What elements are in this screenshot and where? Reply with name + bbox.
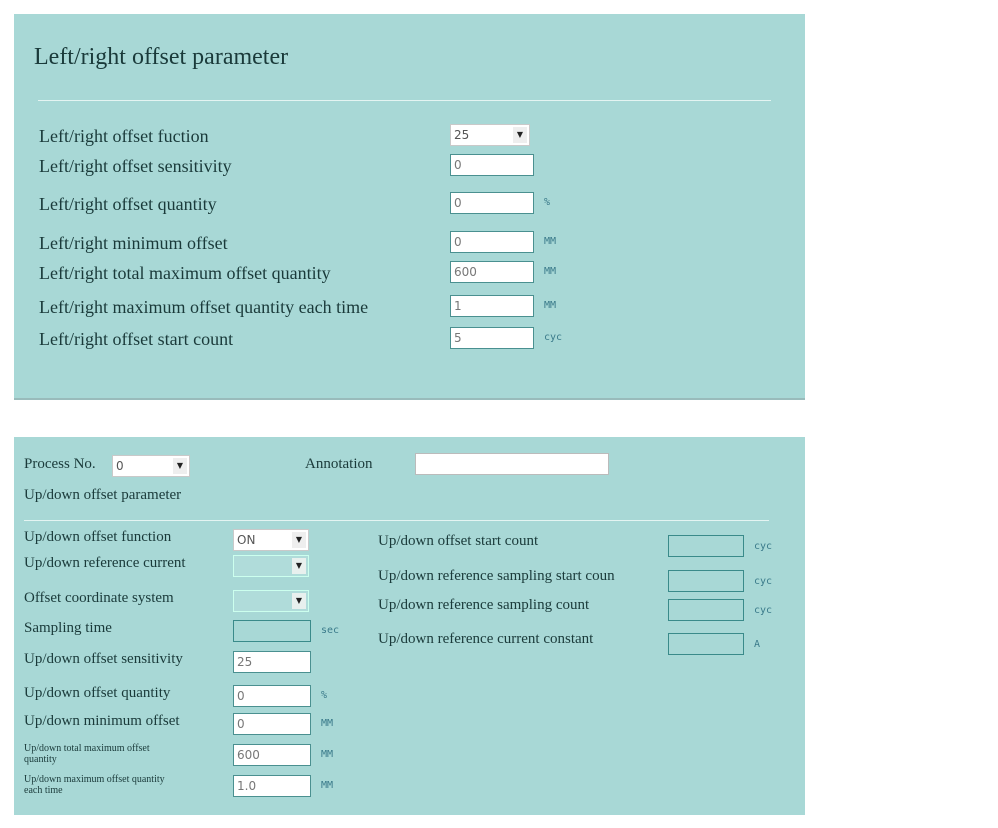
field-label: Left/right offset start count — [39, 329, 234, 349]
unit-label: MM — [544, 236, 557, 247]
field-label: Up/down reference current constant — [378, 631, 594, 647]
value-input[interactable]: 0 — [450, 192, 534, 214]
panel-title: Left/right offset parameter — [34, 44, 289, 70]
field-label: Left/right offset quantity — [39, 194, 217, 214]
field-label: Up/down offset function — [24, 529, 172, 545]
value-input[interactable]: 1.0 — [233, 775, 311, 797]
unit-label: cyc — [754, 576, 773, 587]
field-label: Up/down offset quantity — [24, 685, 171, 701]
value-input[interactable]: 600 — [233, 744, 311, 766]
field-label: Left/right offset sensitivity — [39, 156, 232, 176]
unit-label: MM — [321, 749, 334, 760]
process-no-select[interactable]: 0 ▼ — [112, 455, 190, 477]
process-no-label: Process No. — [24, 456, 96, 472]
chevron-down-icon: ▼ — [292, 558, 306, 574]
divider — [24, 520, 769, 521]
unit-label: cyc — [544, 332, 563, 343]
field-label: Left/right total maximum offset quantity — [39, 263, 331, 283]
section-title: Up/down offset parameter — [24, 487, 182, 503]
dropdown-select[interactable]: ON ▼ — [233, 529, 309, 551]
unit-label: sec — [321, 625, 340, 636]
value-input[interactable]: 0 — [450, 154, 534, 176]
select-value: 25 — [454, 128, 470, 142]
unit-label: % — [544, 197, 551, 208]
unit-label: MM — [544, 266, 557, 277]
annotation-input[interactable] — [415, 453, 609, 475]
value-input[interactable]: 600 — [450, 261, 534, 283]
field-label: Sampling time — [24, 620, 112, 636]
chevron-down-icon: ▼ — [292, 532, 306, 548]
value-input[interactable] — [668, 599, 744, 621]
field-label: Up/down maximum offset quantity each tim… — [24, 774, 165, 796]
value-input[interactable]: 0 — [233, 685, 311, 707]
dropdown-select[interactable]: 25 ▼ — [450, 124, 530, 146]
chevron-down-icon: ▼ — [173, 458, 187, 474]
unit-label: A — [754, 639, 761, 650]
unit-label: cyc — [754, 605, 773, 616]
select-value: ON — [237, 533, 256, 547]
value-input[interactable]: 25 — [233, 651, 311, 673]
field-label: Left/right offset fuction — [39, 126, 209, 146]
value-input[interactable] — [668, 570, 744, 592]
field-label: Up/down reference sampling start coun — [378, 568, 615, 584]
chevron-down-icon: ▼ — [292, 593, 306, 609]
value-input[interactable]: 5 — [450, 327, 534, 349]
field-label: Up/down reference sampling count — [378, 597, 590, 613]
value-input[interactable] — [668, 633, 744, 655]
up-down-offset-panel: Process No. 0 ▼ Annotation Up/down offset… — [14, 437, 805, 815]
field-label: Up/down total maximum offset quantity — [24, 743, 150, 765]
unit-label: MM — [321, 780, 334, 791]
unit-label: % — [321, 690, 328, 701]
value-input[interactable]: 0 — [450, 231, 534, 253]
left-right-offset-panel: Left/right offset parameter Left/right o… — [14, 14, 805, 400]
dropdown-select[interactable]: ▼ — [233, 590, 309, 612]
unit-label: cyc — [754, 541, 773, 552]
field-label: Left/right minimum offset — [39, 233, 228, 253]
field-label: Left/right maximum offset quantity each … — [39, 297, 369, 317]
annotation-label: Annotation — [305, 456, 373, 472]
unit-label: MM — [544, 300, 557, 311]
unit-label: MM — [321, 718, 334, 729]
value-input[interactable] — [233, 620, 311, 642]
dropdown-select[interactable]: ▼ — [233, 555, 309, 577]
field-label: Up/down offset start count — [378, 533, 539, 549]
value-input[interactable]: 1 — [450, 295, 534, 317]
field-label: Up/down minimum offset — [24, 713, 180, 729]
field-label: Up/down offset sensitivity — [24, 651, 183, 667]
divider — [38, 100, 771, 101]
chevron-down-icon: ▼ — [513, 127, 527, 143]
value-input[interactable] — [668, 535, 744, 557]
process-no-value: 0 — [116, 459, 124, 473]
field-label: Offset coordinate system — [24, 590, 174, 606]
value-input[interactable]: 0 — [233, 713, 311, 735]
field-label: Up/down reference current — [24, 555, 186, 571]
